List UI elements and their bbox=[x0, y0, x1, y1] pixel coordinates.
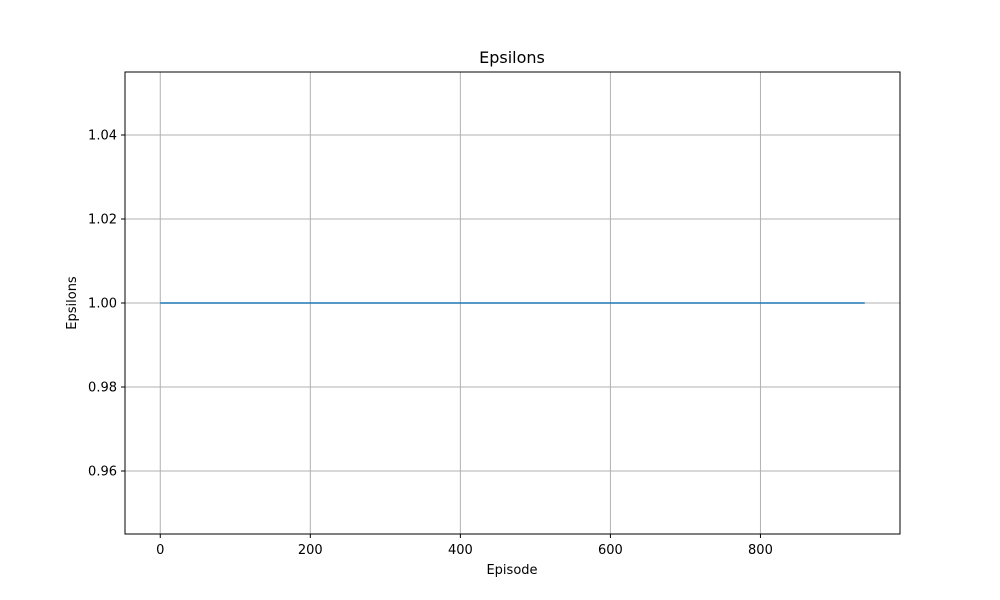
y-tick-label: 1.00 bbox=[88, 297, 117, 312]
y-axis-label: Epsilons bbox=[65, 276, 80, 330]
y-axis: 0.96 0.98 1.00 1.02 1.04 bbox=[88, 129, 125, 480]
x-tick-label: 0 bbox=[156, 543, 164, 558]
y-tick-label: 1.04 bbox=[88, 129, 117, 144]
y-tick-label: 0.96 bbox=[88, 465, 117, 480]
x-axis: 0 200 400 600 800 bbox=[156, 534, 773, 558]
x-tick-label: 400 bbox=[448, 543, 473, 558]
y-tick-label: 1.02 bbox=[88, 213, 117, 228]
x-tick-label: 200 bbox=[298, 543, 323, 558]
x-axis-label: Episode bbox=[486, 563, 537, 578]
x-tick-label: 800 bbox=[748, 543, 773, 558]
chart-title: Epsilons bbox=[479, 48, 545, 67]
y-tick-label: 0.98 bbox=[88, 381, 117, 396]
x-tick-label: 600 bbox=[598, 543, 623, 558]
